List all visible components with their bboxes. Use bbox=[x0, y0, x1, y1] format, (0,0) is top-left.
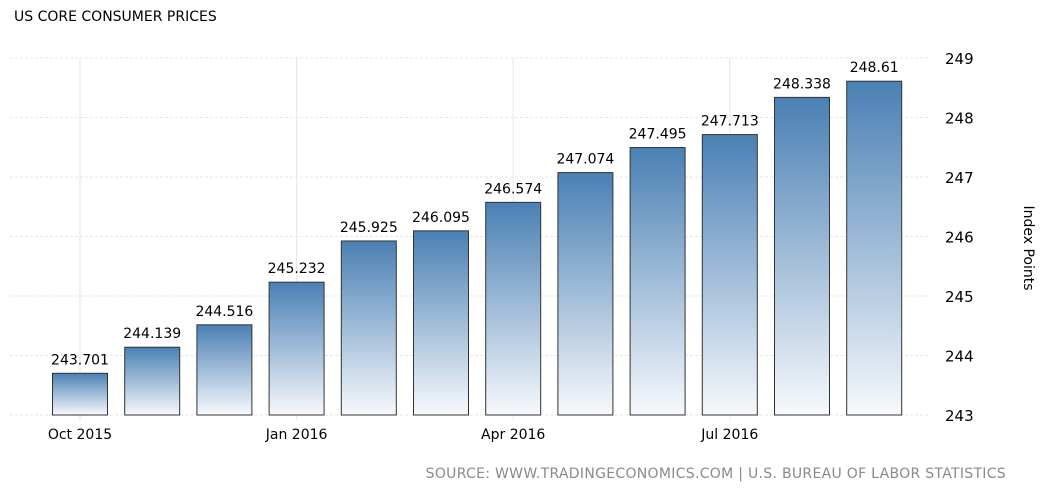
bar-may-2016 bbox=[557, 172, 614, 416]
bar-feb-2016 bbox=[340, 240, 397, 416]
y-tick-label: 249 bbox=[945, 50, 974, 68]
data-label: 245.925 bbox=[340, 220, 398, 236]
data-label: 244.516 bbox=[195, 304, 253, 320]
y-tick-label: 245 bbox=[945, 288, 974, 306]
data-label: 248.61 bbox=[850, 60, 899, 76]
y-tick-label: 243 bbox=[945, 407, 974, 425]
data-label: 247.713 bbox=[701, 114, 759, 130]
bar-jun-2016 bbox=[629, 147, 686, 416]
y-tick-label: 248 bbox=[945, 110, 974, 128]
x-tick-label: Jul 2016 bbox=[700, 427, 758, 443]
x-tick-label: Apr 2016 bbox=[481, 427, 545, 443]
data-label: 247.074 bbox=[556, 152, 614, 168]
chart-title: US CORE CONSUMER PRICES bbox=[14, 9, 217, 25]
bar-mar-2016 bbox=[413, 230, 469, 416]
source-credit: SOURCE: WWW.TRADINGECONOMICS.COM | U.S. … bbox=[425, 466, 1006, 482]
y-tick-label: 244 bbox=[945, 348, 974, 366]
bar-jan-2016 bbox=[268, 281, 325, 416]
bar-dec-2015 bbox=[196, 324, 253, 416]
bar-nov-2015 bbox=[124, 346, 181, 416]
data-label: 246.574 bbox=[484, 181, 542, 197]
bar-apr-2016 bbox=[485, 201, 542, 416]
data-label: 244.139 bbox=[123, 326, 181, 342]
y-tick-label: 247 bbox=[945, 169, 974, 187]
data-label: 245.232 bbox=[268, 261, 326, 277]
x-tick-label: Jan 2016 bbox=[265, 427, 328, 443]
bar-oct-2015 bbox=[52, 372, 108, 416]
data-label: 246.095 bbox=[412, 210, 470, 226]
data-label: 248.338 bbox=[773, 76, 831, 92]
data-label: 243.701 bbox=[51, 352, 109, 368]
bar-jul-2016 bbox=[701, 134, 758, 416]
data-label: 247.495 bbox=[629, 127, 687, 143]
bar-aug-2016 bbox=[774, 96, 830, 416]
y-tick-label: 246 bbox=[945, 229, 974, 247]
y-axis-label: Index Points bbox=[1020, 205, 1036, 290]
bar-sep-2016 bbox=[846, 80, 903, 416]
x-tick-label: Oct 2015 bbox=[48, 427, 112, 443]
